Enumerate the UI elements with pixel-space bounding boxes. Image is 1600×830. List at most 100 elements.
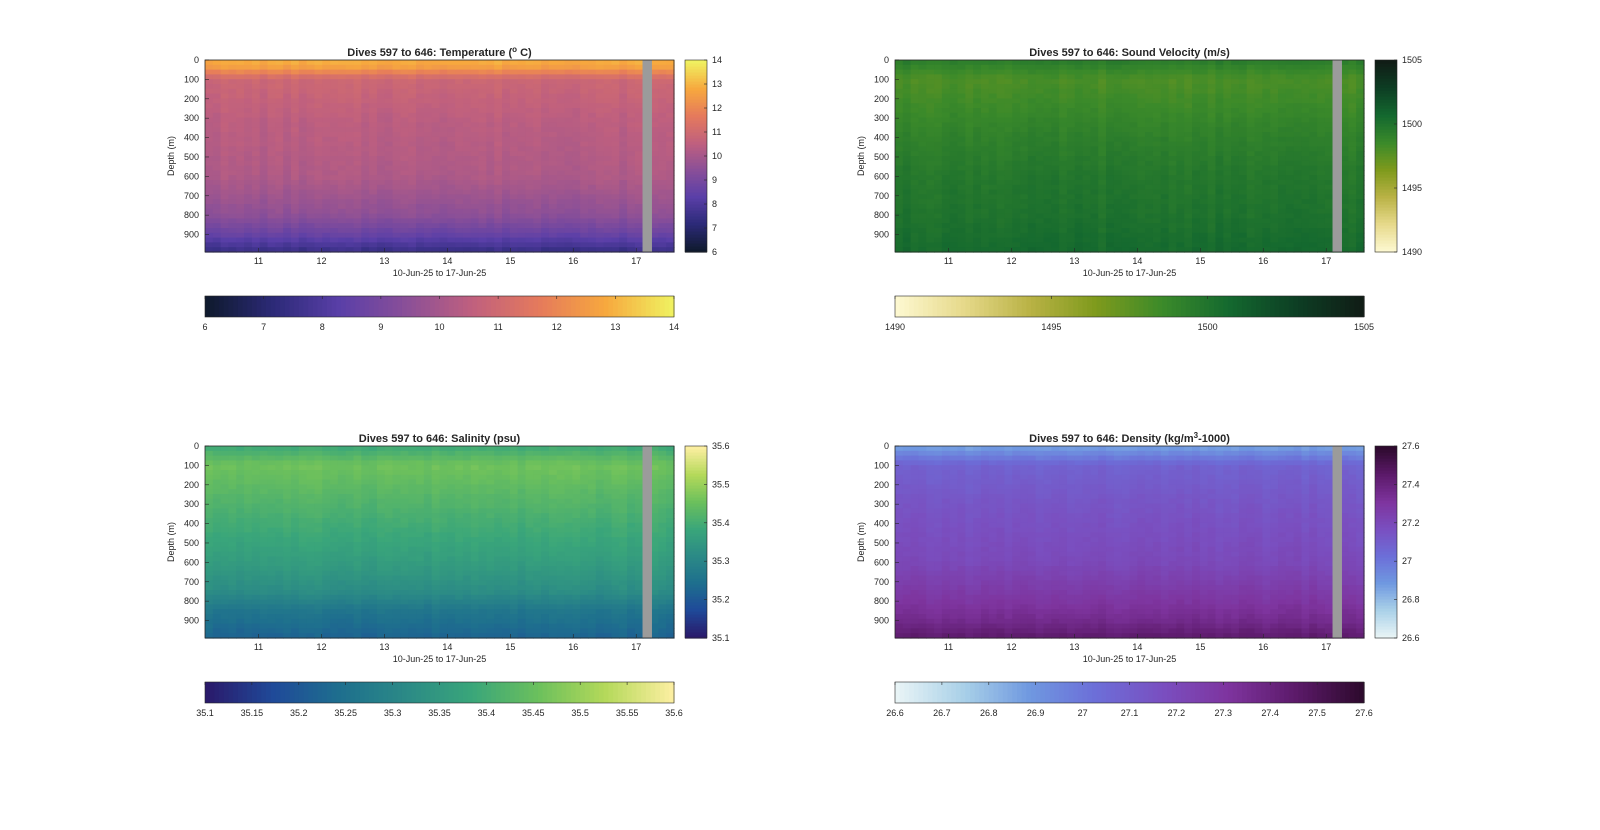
heatmap-cell — [369, 127, 378, 133]
heatmap-cell — [376, 127, 386, 133]
heatmap-cell — [369, 194, 378, 200]
heatmap-cell — [439, 93, 448, 99]
heatmap-cell — [306, 247, 316, 253]
heatmap-cell — [949, 151, 959, 157]
heatmap-cell — [212, 156, 222, 162]
heatmap-cell — [525, 223, 534, 229]
heatmap-cell — [220, 160, 230, 167]
heatmap-cell — [1207, 175, 1217, 181]
heatmap-cell — [1309, 60, 1318, 66]
heatmap-cell — [627, 213, 636, 219]
heatmap-cell — [1254, 141, 1263, 147]
heatmap-cell — [470, 151, 480, 157]
heatmap-cell — [298, 223, 308, 229]
heatmap-cell — [494, 127, 503, 133]
heatmap-cell — [949, 136, 959, 143]
heatmap-cell — [627, 64, 636, 71]
heatmap-cell — [572, 165, 581, 171]
heatmap-cell — [1035, 156, 1045, 162]
heatmap-cell — [423, 213, 433, 219]
heatmap-cell — [236, 228, 245, 234]
heatmap-cell — [1027, 74, 1037, 80]
heatmap-cell — [1231, 208, 1240, 215]
heatmap-cell — [290, 136, 300, 143]
heatmap-cell — [361, 60, 370, 66]
heatmap-cell — [564, 156, 573, 162]
heatmap-cell — [572, 132, 581, 138]
heatmap-cell — [1285, 242, 1295, 248]
heatmap-cell — [1160, 208, 1170, 215]
heatmap-cell — [1152, 103, 1162, 109]
heatmap-cell — [1301, 237, 1310, 243]
y-tick-label: 800 — [184, 210, 199, 220]
heatmap-cell — [314, 132, 323, 138]
heatmap-cell — [1082, 199, 1092, 205]
heatmap-cell — [314, 242, 323, 248]
heatmap-cell — [1098, 79, 1107, 85]
heatmap-cell — [949, 141, 959, 147]
heatmap-cell — [1137, 228, 1146, 234]
heatmap-cell — [517, 170, 527, 176]
heatmap-cell — [251, 204, 261, 210]
heatmap-cell — [926, 170, 935, 176]
heatmap-cell — [486, 160, 495, 167]
heatmap-cell — [1278, 122, 1287, 128]
heatmap-cell — [611, 237, 620, 243]
heatmap-cell — [525, 199, 534, 205]
heatmap-cell — [1098, 60, 1107, 66]
heatmap-cell — [298, 228, 308, 234]
heatmap-cell — [1324, 74, 1334, 80]
heatmap-cell — [548, 247, 558, 253]
heatmap-cell — [1301, 189, 1310, 195]
heatmap-cell — [533, 199, 542, 205]
heatmap-cell — [1285, 64, 1295, 71]
heatmap-cell — [416, 213, 425, 219]
heatmap-cell — [1113, 194, 1123, 200]
heatmap-cell — [1168, 208, 1177, 215]
heatmap-cell — [1027, 232, 1037, 239]
heatmap-cell — [509, 237, 519, 243]
heatmap-cell — [275, 79, 284, 85]
heatmap-cell — [259, 208, 269, 215]
heatmap-cell — [1051, 228, 1060, 234]
heatmap-cell — [502, 189, 511, 195]
heatmap-cell — [1309, 170, 1318, 176]
heatmap-cell — [1121, 199, 1131, 205]
colorbar-segment — [280, 296, 286, 317]
heatmap-cell — [376, 117, 386, 123]
heatmap-cell — [533, 247, 542, 253]
heatmap-cell — [1340, 160, 1349, 167]
heatmap-cell — [1278, 199, 1287, 205]
heatmap-cell — [275, 199, 284, 205]
heatmap-cell — [965, 88, 974, 95]
heatmap-cell — [251, 122, 261, 128]
heatmap-cell — [408, 98, 417, 104]
heatmap-cell — [895, 151, 904, 157]
heatmap-cell — [627, 175, 636, 181]
heatmap-cell — [1051, 108, 1060, 114]
heatmap-cell — [353, 79, 362, 85]
heatmap-cell — [345, 218, 355, 224]
heatmap-cell — [400, 112, 409, 119]
heatmap-cell — [509, 170, 519, 176]
heatmap-cell — [973, 151, 982, 157]
heatmap-cell — [376, 228, 386, 234]
heatmap-cell — [298, 170, 308, 176]
heatmap-cell — [220, 170, 230, 176]
heatmap-cell — [1051, 175, 1060, 181]
heatmap-cell — [1192, 60, 1201, 66]
heatmap-cell — [205, 213, 214, 219]
heatmap-cell — [934, 93, 943, 99]
heatmap-cell — [1160, 156, 1170, 162]
heatmap-cell — [1324, 127, 1334, 133]
heatmap-cell — [1160, 136, 1170, 143]
heatmap-cell — [1223, 127, 1232, 133]
heatmap-cell — [236, 79, 245, 85]
heatmap-cell — [533, 64, 542, 71]
heatmap-cell — [1207, 88, 1217, 95]
heatmap-cell — [1254, 156, 1263, 162]
heatmap-cell — [1035, 218, 1045, 224]
heatmap-cell — [525, 237, 534, 243]
heatmap-cell — [1348, 88, 1357, 95]
heatmap-cell — [1043, 88, 1052, 95]
